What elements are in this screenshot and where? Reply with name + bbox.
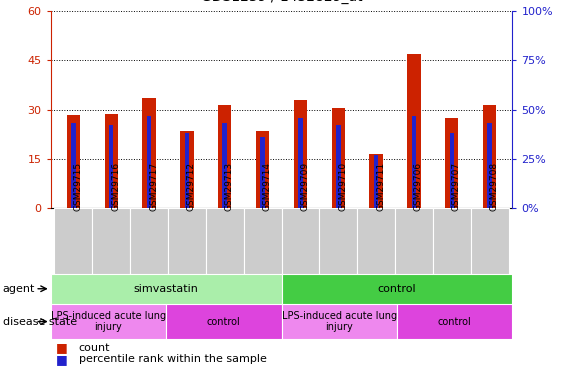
Bar xyxy=(67,115,80,208)
Text: simvastatin: simvastatin xyxy=(133,284,199,294)
Text: LPS-induced acute lung
injury: LPS-induced acute lung injury xyxy=(51,311,166,332)
Bar xyxy=(51,274,282,304)
Text: GSM29709: GSM29709 xyxy=(301,162,310,211)
Text: count: count xyxy=(79,343,110,353)
Bar xyxy=(168,208,206,274)
Text: GSM29711: GSM29711 xyxy=(376,162,385,211)
Bar xyxy=(282,304,397,339)
Text: GSM29713: GSM29713 xyxy=(225,162,234,211)
Bar xyxy=(180,131,194,208)
Text: control: control xyxy=(207,316,240,327)
Bar xyxy=(407,54,421,208)
Text: LPS-induced acute lung
injury: LPS-induced acute lung injury xyxy=(282,311,397,332)
Bar xyxy=(445,118,458,208)
Bar xyxy=(218,105,231,208)
Bar xyxy=(357,208,395,274)
Text: ■: ■ xyxy=(56,352,68,366)
Bar xyxy=(51,304,166,339)
Text: GSM29715: GSM29715 xyxy=(73,162,82,211)
Bar xyxy=(260,137,265,208)
Bar xyxy=(166,304,282,339)
Text: control: control xyxy=(378,284,416,294)
Bar xyxy=(147,116,151,208)
Bar xyxy=(433,208,471,274)
Bar xyxy=(142,98,156,208)
Bar xyxy=(105,114,118,208)
Bar xyxy=(55,208,92,274)
Bar xyxy=(244,208,282,274)
Text: agent: agent xyxy=(3,284,35,294)
Bar xyxy=(395,208,433,274)
Bar xyxy=(130,208,168,274)
Text: GDS1239 / 1432829_at: GDS1239 / 1432829_at xyxy=(200,0,363,4)
Bar xyxy=(319,208,357,274)
Bar xyxy=(256,131,269,208)
Bar xyxy=(222,123,227,208)
Bar xyxy=(412,116,416,208)
Bar xyxy=(294,100,307,208)
Text: GSM29717: GSM29717 xyxy=(149,162,158,211)
Bar xyxy=(374,155,378,208)
Text: GSM29716: GSM29716 xyxy=(111,162,120,211)
Bar xyxy=(109,125,114,208)
Bar xyxy=(282,208,319,274)
Bar xyxy=(449,134,454,208)
Bar xyxy=(471,208,508,274)
Text: control: control xyxy=(438,316,471,327)
Text: GSM29706: GSM29706 xyxy=(414,162,423,211)
Text: disease state: disease state xyxy=(3,316,77,327)
Bar xyxy=(488,123,492,208)
Text: GSM29710: GSM29710 xyxy=(338,162,347,211)
Bar xyxy=(336,125,341,208)
Bar xyxy=(282,274,512,304)
Bar xyxy=(185,134,189,208)
Bar xyxy=(369,154,383,208)
Bar xyxy=(71,123,75,208)
Text: ■: ■ xyxy=(56,341,68,354)
Text: percentile rank within the sample: percentile rank within the sample xyxy=(79,354,267,364)
Bar xyxy=(483,105,496,208)
Bar xyxy=(397,304,512,339)
Text: GSM29707: GSM29707 xyxy=(452,162,461,211)
Bar xyxy=(92,208,130,274)
Bar xyxy=(206,208,244,274)
Text: GSM29714: GSM29714 xyxy=(262,162,271,211)
Bar xyxy=(332,108,345,208)
Text: GSM29712: GSM29712 xyxy=(187,162,196,211)
Text: GSM29708: GSM29708 xyxy=(490,162,499,211)
Bar xyxy=(298,118,303,208)
